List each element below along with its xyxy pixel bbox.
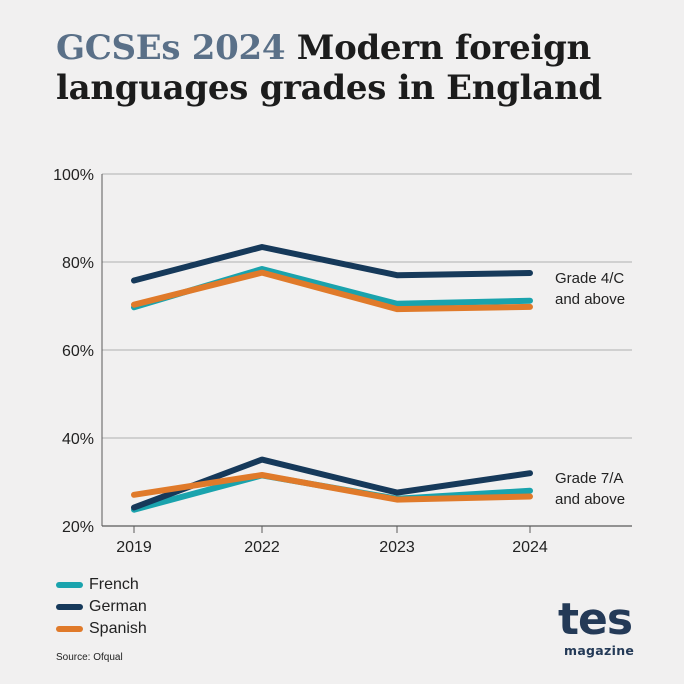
series-line-spanish-grade4	[131, 269, 533, 313]
tes-magazine-logo: tes magazine	[558, 596, 638, 666]
series-line-german-grade4	[131, 244, 533, 284]
y-tick-label: 40%	[62, 431, 94, 448]
annotation-line2: and above	[555, 491, 625, 508]
legend-label-spanish: Spanish	[89, 620, 147, 637]
x-tick-label: 2022	[244, 539, 280, 556]
legend-swatch-french	[56, 582, 83, 588]
y-tick-label: 100%	[53, 167, 94, 184]
legend: French German Spanish	[56, 574, 147, 640]
source-note: Source: Ofqual	[56, 652, 123, 663]
y-tick-label: 20%	[62, 519, 94, 536]
legend-item-french: French	[56, 574, 147, 596]
y-tick-label: 80%	[62, 255, 94, 272]
title-text: Modern foreign languages grades in Engla…	[56, 28, 602, 108]
legend-item-german: German	[56, 596, 147, 618]
series-line-spanish-grade7	[131, 472, 533, 503]
annotation-line1: Grade 7/A	[555, 470, 623, 487]
legend-item-spanish: Spanish	[56, 618, 147, 640]
legend-label-french: French	[89, 576, 139, 593]
x-tick-label: 2023	[379, 539, 415, 556]
y-tick-label: 60%	[62, 343, 94, 360]
x-tick-label: 2019	[116, 539, 152, 556]
legend-swatch-spanish	[56, 626, 83, 632]
annotation-line2: and above	[555, 291, 625, 308]
legend-label-german: German	[89, 598, 147, 615]
legend-swatch-german	[56, 604, 83, 610]
chart-title: GCSEs 2024 Modern foreign languages grad…	[56, 28, 656, 108]
title-accent: GCSEs 2024	[56, 28, 286, 68]
logo-subtitle: magazine	[564, 643, 635, 658]
annotation-line1: Grade 4/C	[555, 270, 624, 287]
logo-wordmark: tes	[558, 594, 633, 645]
x-tick-label: 2024	[512, 539, 548, 556]
